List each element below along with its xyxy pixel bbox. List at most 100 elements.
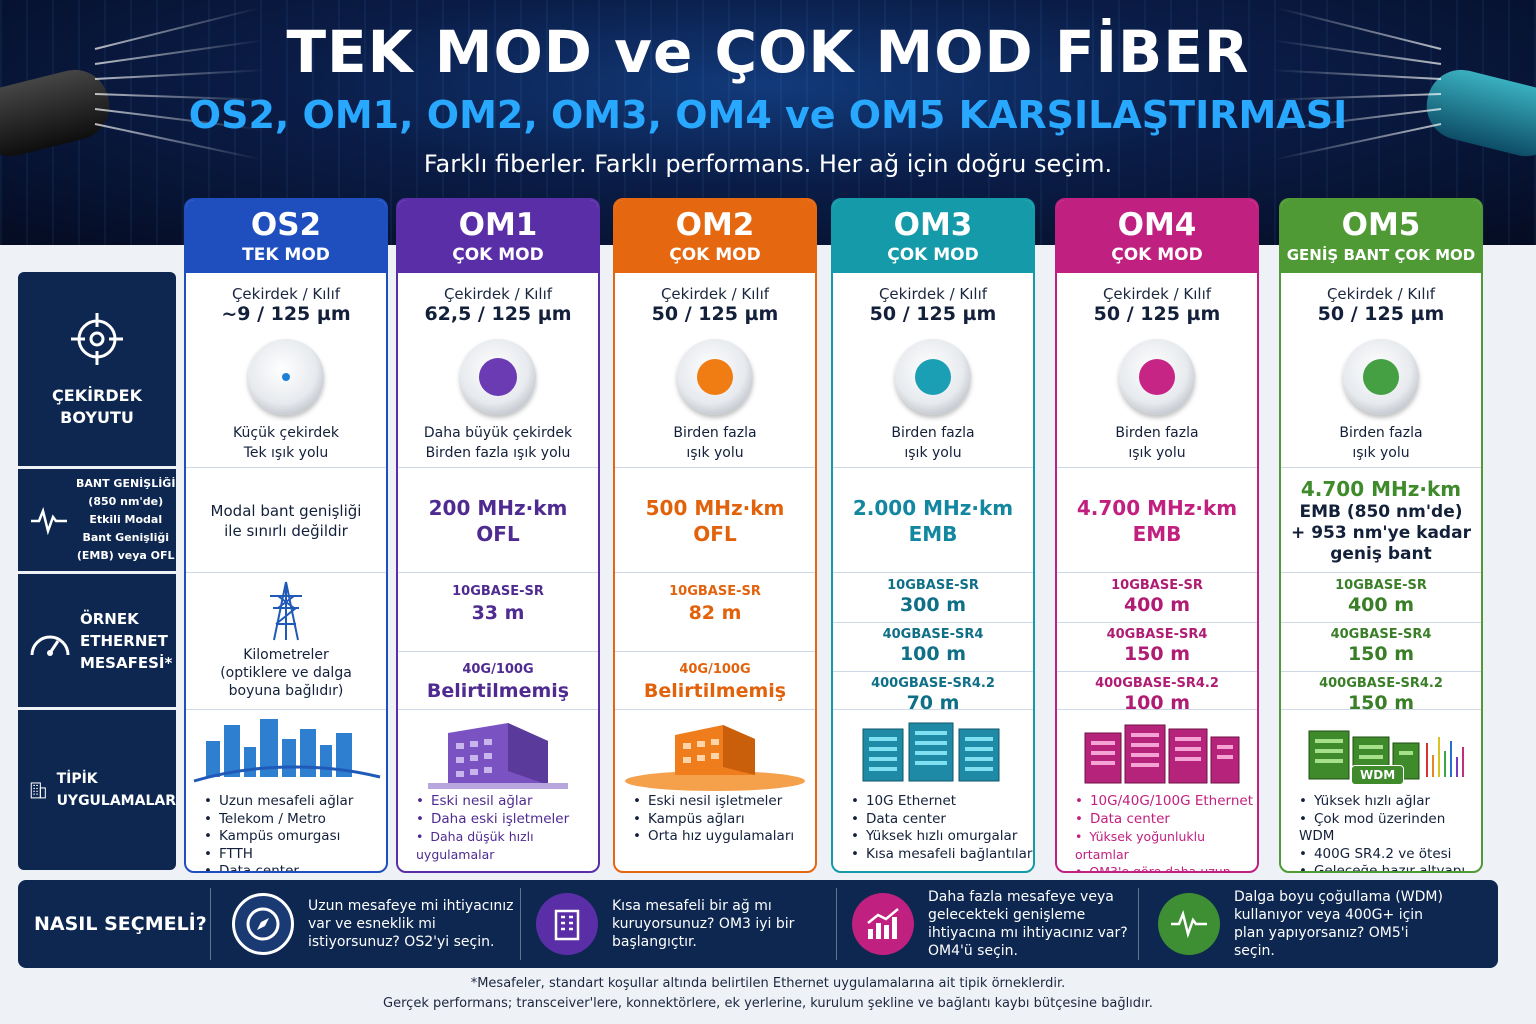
- core-desc-1: Birden fazla: [1115, 425, 1199, 441]
- core-section: Çekirdek / Kılıf 50 / 125 µm Birden fazl…: [1281, 273, 1481, 468]
- list-item: Eski nesil işletmeler: [633, 793, 815, 811]
- distance-value: 150 m: [1347, 692, 1415, 714]
- list-item: Yüksek hızlı ağlar: [1299, 793, 1481, 811]
- footnote-line-2: Gerçek performans; transceiver'lere, kon…: [383, 996, 1153, 1011]
- building-icon: [30, 782, 46, 799]
- distance-value: 400 m: [1123, 594, 1191, 616]
- distance-standard: 40GBASE-SR4: [1106, 627, 1208, 642]
- bandwidth-value: 500 MHz·km: [645, 495, 785, 520]
- fiber-name: OM5: [1341, 207, 1421, 243]
- fiber-mode: ÇOK MOD: [887, 245, 979, 265]
- office-building-image: [398, 711, 598, 793]
- core-dot: [1363, 359, 1399, 395]
- apps-line-2: UYGULAMALAR: [56, 793, 176, 809]
- distance-value: Belirtilmemiş: [643, 680, 787, 702]
- list-item: Kampüs ağları: [633, 811, 815, 829]
- core-desc-1: Küçük çekirdek: [233, 425, 339, 441]
- core-desc-1: Birden fazla: [673, 425, 757, 441]
- distance-row: 10GBASE-SR 33 m: [398, 584, 598, 652]
- core-desc-2: Birden fazla ışık yolu: [425, 445, 571, 461]
- tip-text: Daha fazla mesafeye veya gelecekteki gen…: [928, 889, 1128, 959]
- distance-standard: 400GBASE-SR4.2: [1319, 676, 1443, 691]
- distance-section: 10GBASE-SR 400 m 40GBASE-SR4 150 m 400GBAS…: [1057, 574, 1257, 714]
- distance-value: 82 m: [688, 602, 742, 624]
- list-item: OM3'e göre daha uzun mesafe: [1075, 863, 1257, 871]
- apps-list: Eski nesil ağlar Daha eski işletmeler Da…: [398, 793, 598, 863]
- apps-section: WDM Yüksek hızlı ağlar Çok mod üzerinden…: [1281, 711, 1481, 871]
- distance-standard: 10GBASE-SR: [1335, 578, 1427, 593]
- core-dot: [282, 373, 290, 381]
- apps-list: Yüksek hızlı ağlar Çok mod üzerinden WDM…: [1281, 793, 1481, 871]
- bw-line-1: BANT GENİŞLİĞİ: [76, 477, 176, 490]
- tip-text: Dalga boyu çoğullama (WDM) kullanıyor ve…: [1234, 889, 1443, 959]
- tip-os2: Uzun mesafeye mi ihtiyacınız var ve esne…: [232, 880, 520, 968]
- list-item: Çok mod üzerinden WDM: [1299, 811, 1481, 846]
- row-header-ethernet: ÖRNEK ETHERNET MESAFESİ*: [18, 574, 176, 707]
- row-header-core: ÇEKİRDEK BOYUTU: [18, 272, 176, 466]
- bw-line-2: (850 nm'de): [88, 495, 164, 508]
- core-desc-2: ışık yolu: [904, 445, 962, 461]
- row-header-apps-text: TİPİK UYGULAMALAR: [57, 768, 176, 812]
- fiber-name: OS2: [250, 207, 322, 243]
- core-desc-2: Tek ışık yolu: [243, 445, 329, 461]
- apps-list: Eski nesil işletmeler Kampüs ağları Orta…: [615, 793, 815, 846]
- fiber-core-icon: [460, 339, 536, 415]
- distance-row: 40GBASE-SR4 100 m: [833, 627, 1033, 672]
- list-item: Yüksek hızlı omurgalar: [851, 828, 1033, 846]
- bandwidth-value: 4.700 MHz·km: [1076, 495, 1238, 520]
- list-item: Daha eski işletmeler: [416, 811, 598, 829]
- distance-standard: 10GBASE-SR: [452, 584, 544, 599]
- distance-row: 400GBASE-SR4.2 150 m: [1281, 676, 1481, 721]
- row-header-ethernet-text: ÖRNEK ETHERNET MESAFESİ*: [80, 608, 172, 674]
- distance-standard: 40GBASE-SR4: [1330, 627, 1432, 642]
- list-item: Eski nesil ağlar: [416, 793, 598, 811]
- column-header: OM4 ÇOK MOD: [1057, 200, 1257, 273]
- distance-row: 40G/100G Belirtilmemiş: [398, 662, 598, 730]
- eth-line-1: ÖRNEK: [80, 609, 139, 628]
- core-label: Çekirdek / Kılıf: [443, 285, 553, 303]
- bw-line-4: Bant Genişliği: [82, 531, 169, 544]
- distance-value: 150 m: [1123, 643, 1191, 665]
- tip-om3: Kısa mesafeli bir ağ mı kuruyorsunuz? OM…: [536, 880, 824, 968]
- list-item: Yüksek yoğunluklu ortamlar: [1075, 828, 1257, 863]
- list-item: Kısa mesafeli bağlantılar: [851, 846, 1033, 864]
- tip-text: Uzun mesafeye mi ihtiyacınız var ve esne…: [308, 898, 514, 950]
- row-header-apps: TİPİK UYGULAMALAR: [18, 710, 176, 870]
- distance-section: Kilometreler (optiklere ve dalga boyuna …: [186, 574, 386, 710]
- fiber-mode: ÇOK MOD: [452, 245, 544, 265]
- bandwidth-section: 500 MHz·km OFL: [615, 469, 815, 573]
- row-header-bandwidth-text: BANT GENİŞLİĞİ (850 nm'de) Etkili Modal …: [76, 475, 175, 565]
- server-racks-image: [833, 711, 1033, 793]
- apps-line-1: TİPİK: [56, 771, 98, 787]
- bandwidth-type: OFL: [476, 521, 520, 546]
- bandwidth-section: 4.700 MHz·km EMB (850 nm'de) + 953 nm'ye…: [1281, 469, 1481, 573]
- fiber-core-icon: [1343, 339, 1419, 415]
- bandwidth-section: 200 MHz·km OFL: [398, 469, 598, 573]
- core-desc-2: ışık yolu: [1128, 445, 1186, 461]
- distance-section: 10GBASE-SR 82 m 40G/100G Belirtilmemiş: [615, 574, 815, 710]
- distance-standard: 400GBASE-SR4.2: [871, 676, 995, 691]
- bw-line-3: Etkili Modal: [89, 513, 163, 526]
- column-header: OM1 ÇOK MOD: [398, 200, 598, 273]
- bandwidth-extra-1: EMB (850 nm'de): [1299, 502, 1463, 522]
- compass-icon: [232, 893, 294, 955]
- core-dot: [479, 358, 517, 396]
- distance-value: 100 m: [1123, 692, 1191, 714]
- row-header-core-label: ÇEKİRDEK BOYUTU: [52, 386, 142, 427]
- apps-section: Eski nesil ağlar Daha eski işletmeler Da…: [398, 711, 598, 871]
- target-icon: [71, 313, 123, 365]
- distance-standard: 40G/100G: [462, 662, 534, 677]
- distance-row: 10GBASE-SR 400 m: [1281, 578, 1481, 623]
- list-item: Data center: [851, 811, 1033, 829]
- distance-standard: 10GBASE-SR: [669, 584, 761, 599]
- core-label: Çekirdek / Kılıf: [231, 285, 341, 303]
- fiber-name: OM1: [458, 207, 538, 243]
- column-header: OS2 TEK MOD: [186, 200, 386, 273]
- bandwidth-type: EMB: [1132, 521, 1182, 546]
- eth-line-3: MESAFESİ*: [80, 653, 173, 672]
- fiber-core-icon: [1119, 339, 1195, 415]
- server-racks-image: [1057, 711, 1257, 793]
- distance-value: 70 m: [906, 692, 960, 714]
- building-icon: [536, 893, 598, 955]
- list-item: FTTH: [204, 846, 386, 864]
